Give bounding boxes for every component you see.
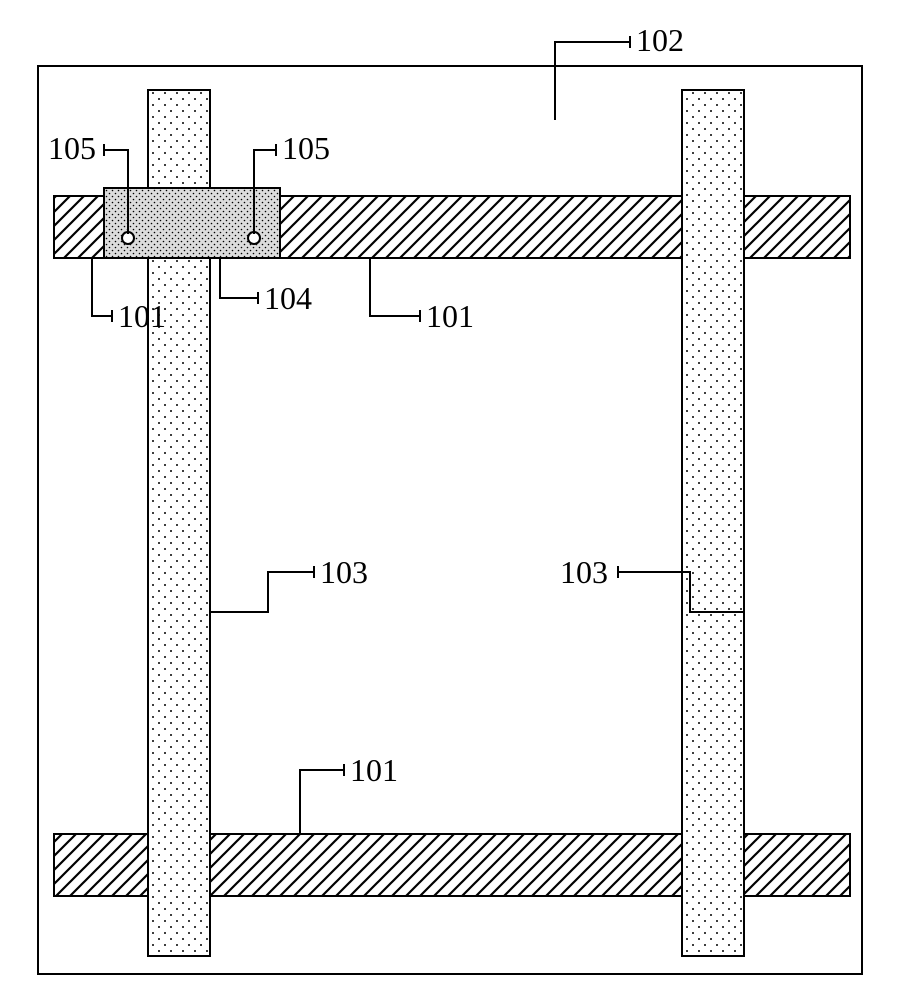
leader-101-a <box>92 258 112 322</box>
leader-101-b <box>370 258 420 322</box>
diagram-svg <box>0 0 898 1000</box>
label-103b: 103 <box>560 554 608 591</box>
bar-101-bot-mid <box>210 834 682 896</box>
bar-103-right <box>682 90 744 956</box>
leader-103-a <box>210 566 314 612</box>
label-104: 104 <box>264 280 312 317</box>
label-102: 102 <box>636 22 684 59</box>
leader-102 <box>555 36 630 120</box>
bar-101-top-right <box>744 196 850 258</box>
bar-101-bot-right <box>744 834 850 896</box>
leader-104 <box>220 258 258 304</box>
label-101b: 101 <box>426 298 474 335</box>
label-101c: 101 <box>350 752 398 789</box>
label-105a: 105 <box>48 130 96 167</box>
leader-101-c <box>300 764 344 834</box>
label-103a: 103 <box>320 554 368 591</box>
diagram-canvas <box>0 0 898 1000</box>
label-105b: 105 <box>282 130 330 167</box>
bar-101-bot-left <box>54 834 148 896</box>
label-101a: 101 <box>118 298 166 335</box>
